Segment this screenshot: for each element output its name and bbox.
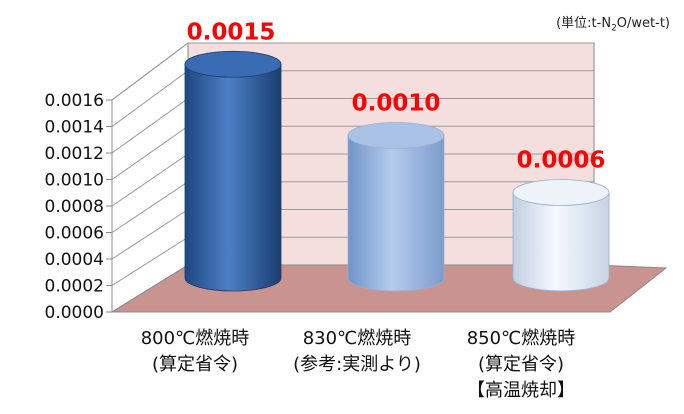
y-tick-label: 0.0004 [45, 250, 104, 270]
x-category-line: 850℃燃焼時 [466, 328, 576, 349]
gridline-side [111, 42, 189, 101]
y-axis: 0.0000 0.0002 0.0004 0.0006 0.0008 0.0010 0.00… [45, 91, 113, 323]
x-category-line: 830℃燃焼時 [302, 328, 412, 349]
x-category-line: (算定省令) [477, 354, 565, 375]
data-label: 0.0015 [187, 19, 276, 45]
x-category-label: 850℃燃焼時 (算定省令) 【高温焼却】 [446, 326, 596, 404]
x-category-label: 830℃燃焼時 (参考:実測より) [282, 326, 432, 378]
gridline-side [111, 98, 189, 154]
data-label: 0.0006 [517, 148, 606, 174]
data-labels: 0.0015 0.0010 0.0006 [187, 19, 606, 173]
gridline-side [111, 236, 189, 286]
y-tick-label: 0.0012 [45, 144, 104, 164]
data-label: 0.0010 [352, 91, 441, 117]
bar-body [347, 135, 445, 292]
gridline-side [111, 70, 189, 127]
bar-top [184, 50, 282, 78]
unit-note: (単位:t-N2O/wet-t) [556, 16, 670, 34]
y-tick-label: 0.0010 [45, 171, 104, 191]
y-tick-label: 0.0014 [45, 118, 104, 138]
gridline-side [111, 125, 189, 180]
x-category-label: 800℃燃焼時 (算定省令) [120, 326, 270, 378]
y-tick-label: 0.0006 [45, 224, 104, 244]
bar [347, 122, 445, 292]
bar [512, 179, 610, 292]
y-tick-label: 0.0000 [45, 303, 104, 323]
bar-body [184, 63, 282, 292]
bar-body [512, 192, 610, 292]
x-category-line: 【高温焼却】 [467, 380, 575, 401]
gridline-side [111, 181, 189, 233]
y-tick-label: 0.0008 [45, 197, 104, 217]
bars [184, 50, 610, 292]
x-category-line: (算定省令) [151, 354, 239, 375]
gridline-side [111, 209, 189, 260]
bar [184, 50, 282, 292]
y-tick-label: 0.0002 [45, 277, 104, 297]
y-tick-label: 0.0016 [45, 91, 104, 111]
x-category-line: 800℃燃焼時 [140, 328, 250, 349]
x-category-line: (参考:実測より) [293, 354, 421, 375]
gridline-side [111, 153, 189, 207]
bar-top [512, 179, 610, 206]
bar-top [347, 122, 445, 149]
